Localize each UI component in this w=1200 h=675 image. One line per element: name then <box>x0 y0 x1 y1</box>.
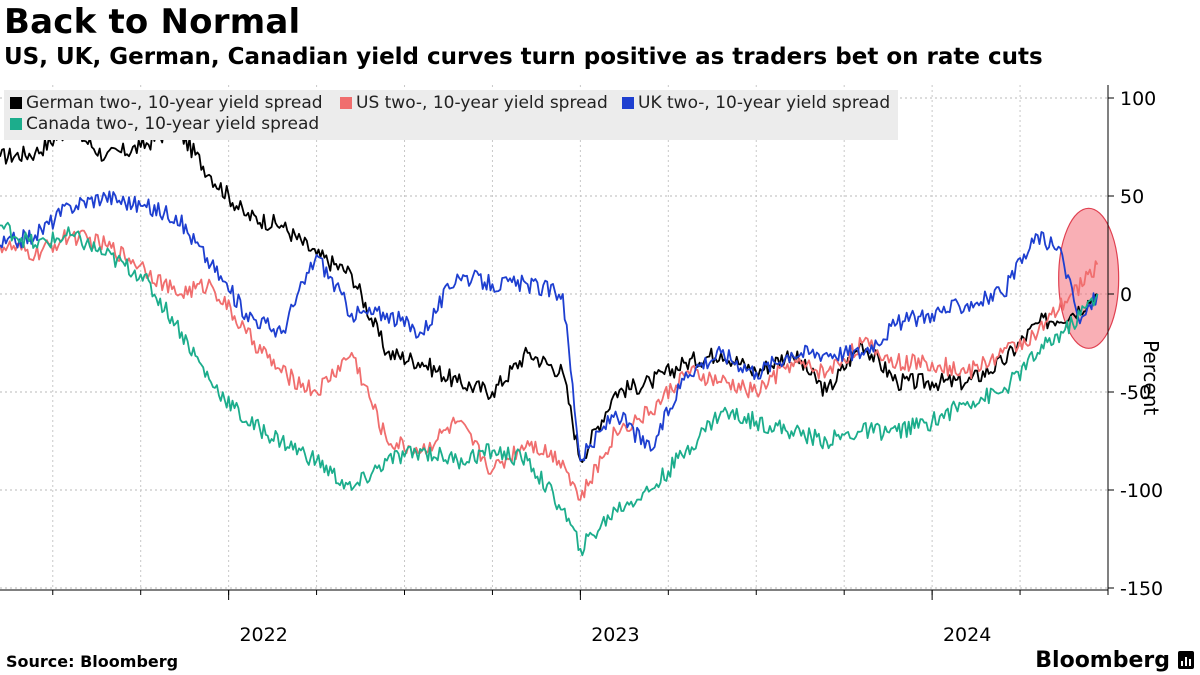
y-tick-label: 100 <box>1120 88 1156 110</box>
chart-title: Back to Normal <box>4 2 301 42</box>
series-lines <box>0 119 1099 557</box>
line-us <box>0 229 1099 501</box>
bloomberg-logo: Bloomberg <box>1035 648 1170 673</box>
y-tick-label: 50 <box>1120 186 1144 208</box>
x-tick-label: 2024 <box>943 624 991 646</box>
axes: 100 50 0 -50 -100 -150 2022 2023 2024 <box>0 85 1163 646</box>
line-canada <box>0 221 1099 557</box>
legend-label-uk: UK two-, 10-year yield spread <box>638 93 891 113</box>
legend-label-german: German two-, 10-year yield spread <box>26 93 323 113</box>
legend-swatch-uk <box>622 97 634 109</box>
y-tick-label: -150 <box>1120 578 1163 600</box>
x-tick-label: 2022 <box>239 624 287 646</box>
y-tick-label: 0 <box>1120 284 1132 306</box>
chart-subtitle: US, UK, German, Canadian yield curves tu… <box>4 44 1043 70</box>
legend-item-canada: Canada two-, 10-year yield spread <box>10 114 319 134</box>
legend-item-uk: UK two-, 10-year yield spread <box>622 93 890 113</box>
grid-lines <box>0 85 1109 590</box>
legend-label-canada: Canada two-, 10-year yield spread <box>26 114 320 134</box>
source-note: Source: Bloomberg <box>6 652 179 671</box>
legend-swatch-us <box>340 97 352 109</box>
chart-legend: German two-, 10-year yield spread US two… <box>4 90 898 140</box>
legend-item-us: US two-, 10-year yield spread <box>340 93 608 113</box>
legend-item-german: German two-, 10-year yield spread <box>10 93 323 113</box>
y-tick-label: -50 <box>1120 382 1151 404</box>
bloomberg-terminal-icon <box>1178 651 1194 669</box>
legend-label-us: US two-, 10-year yield spread <box>356 93 608 113</box>
legend-swatch-canada <box>10 118 22 130</box>
y-tick-label: -100 <box>1120 480 1163 502</box>
legend-swatch-german <box>10 97 22 109</box>
line-uk <box>0 190 1099 462</box>
x-tick-label: 2023 <box>591 624 639 646</box>
y-axis-label: Percent <box>1139 340 1163 416</box>
